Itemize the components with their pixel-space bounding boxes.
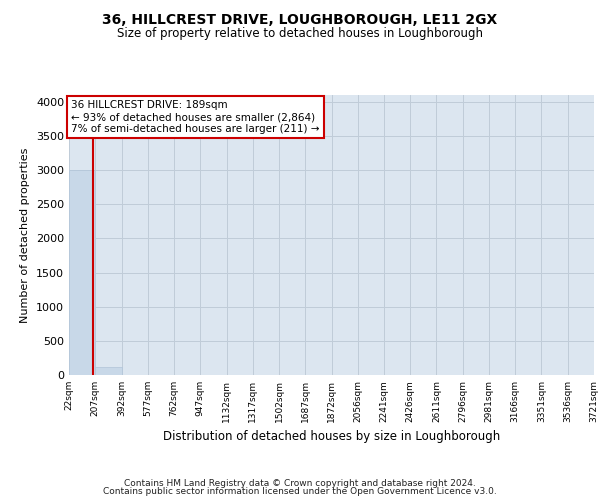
Text: Contains HM Land Registry data © Crown copyright and database right 2024.: Contains HM Land Registry data © Crown c…: [124, 478, 476, 488]
Text: 36 HILLCREST DRIVE: 189sqm
← 93% of detached houses are smaller (2,864)
7% of se: 36 HILLCREST DRIVE: 189sqm ← 93% of deta…: [71, 100, 319, 134]
Bar: [95, 368, 122, 375]
Bar: [69, 170, 95, 375]
Text: 36, HILLCREST DRIVE, LOUGHBOROUGH, LE11 2GX: 36, HILLCREST DRIVE, LOUGHBOROUGH, LE11 …: [103, 12, 497, 26]
X-axis label: Distribution of detached houses by size in Loughborough: Distribution of detached houses by size …: [163, 430, 500, 444]
Text: Size of property relative to detached houses in Loughborough: Size of property relative to detached ho…: [117, 28, 483, 40]
Text: Contains public sector information licensed under the Open Government Licence v3: Contains public sector information licen…: [103, 487, 497, 496]
Y-axis label: Number of detached properties: Number of detached properties: [20, 148, 31, 322]
